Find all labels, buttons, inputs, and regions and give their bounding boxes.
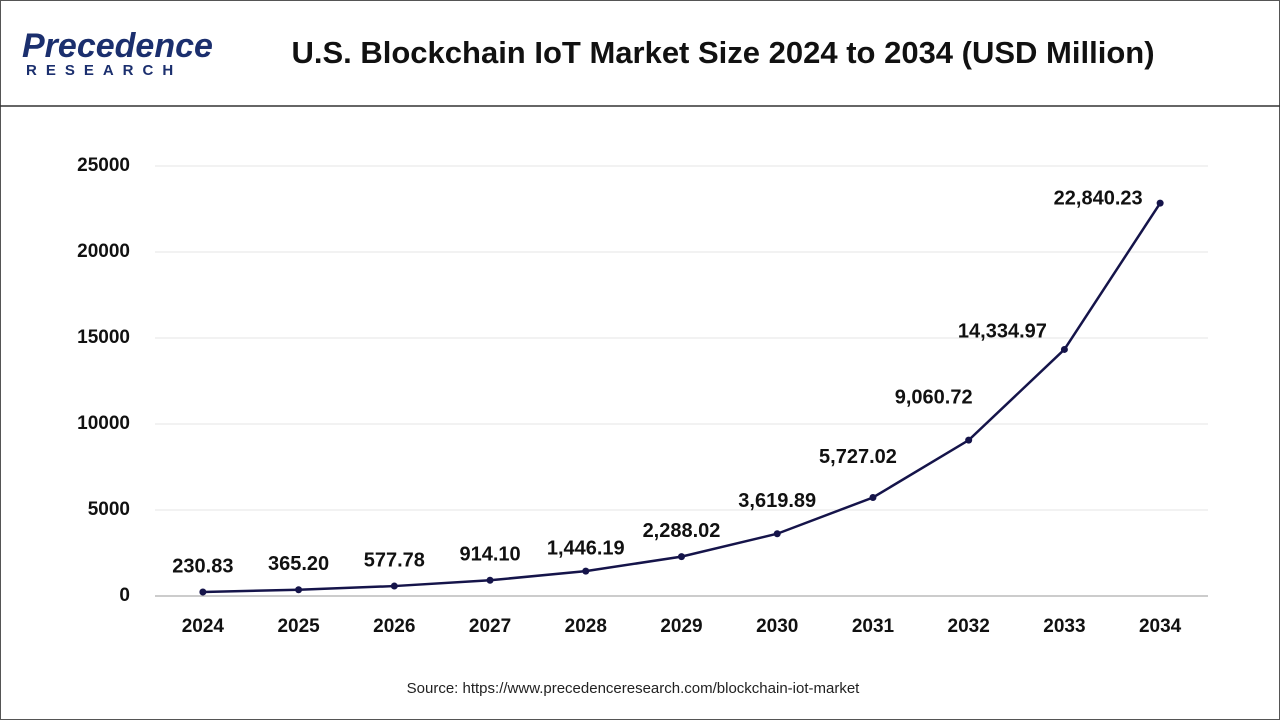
y-tick-label: 5000 [88, 499, 130, 520]
y-tick-label: 0 [119, 585, 130, 606]
x-tick-label: 2033 [1043, 616, 1085, 637]
data-label: 2,288.02 [643, 520, 721, 542]
chart-title: U.S. Blockchain IoT Market Size 2024 to … [291, 35, 1154, 70]
y-tick-label: 10000 [77, 413, 130, 434]
data-point [965, 436, 973, 444]
data-label: 9,060.72 [895, 386, 973, 408]
x-tick-label: 2029 [660, 616, 702, 637]
data-point [582, 567, 590, 575]
x-tick-label: 2027 [469, 616, 511, 637]
y-tick-label: 15000 [77, 327, 130, 348]
data-point [1156, 199, 1164, 207]
x-tick-label: 2026 [373, 616, 415, 637]
y-tick-label: 20000 [77, 241, 130, 262]
data-label: 230.83 [172, 555, 233, 577]
data-label: 14,334.97 [958, 321, 1047, 343]
data-point [486, 576, 494, 584]
data-point [199, 588, 207, 596]
y-tick-label: 25000 [77, 155, 130, 176]
x-tick-label: 2034 [1139, 616, 1182, 637]
logo-sub: RESEARCH [26, 62, 182, 79]
logo-name: Precedence [22, 27, 213, 65]
data-point [390, 582, 398, 590]
data-label: 914.10 [459, 544, 520, 566]
data-label: 5,727.02 [819, 446, 897, 468]
x-tick-label: 2028 [565, 616, 607, 637]
x-tick-label: 2025 [277, 616, 320, 637]
data-point [869, 493, 877, 501]
x-tick-label: 2030 [756, 616, 798, 637]
data-label: 577.78 [364, 549, 425, 571]
data-point [295, 586, 303, 594]
x-tick-label: 2024 [182, 616, 225, 637]
data-point [678, 553, 685, 561]
source-note: Source: https://www.precedenceresearch.c… [407, 680, 861, 697]
x-tick-label: 2031 [852, 616, 895, 637]
data-label: 365.20 [268, 553, 329, 575]
x-tick-label: 2032 [948, 616, 990, 637]
data-label: 3,619.89 [738, 490, 816, 512]
data-point [773, 530, 781, 538]
data-point [1060, 345, 1068, 353]
data-label: 1,446.19 [547, 537, 625, 559]
data-label: 22,840.23 [1054, 187, 1143, 209]
